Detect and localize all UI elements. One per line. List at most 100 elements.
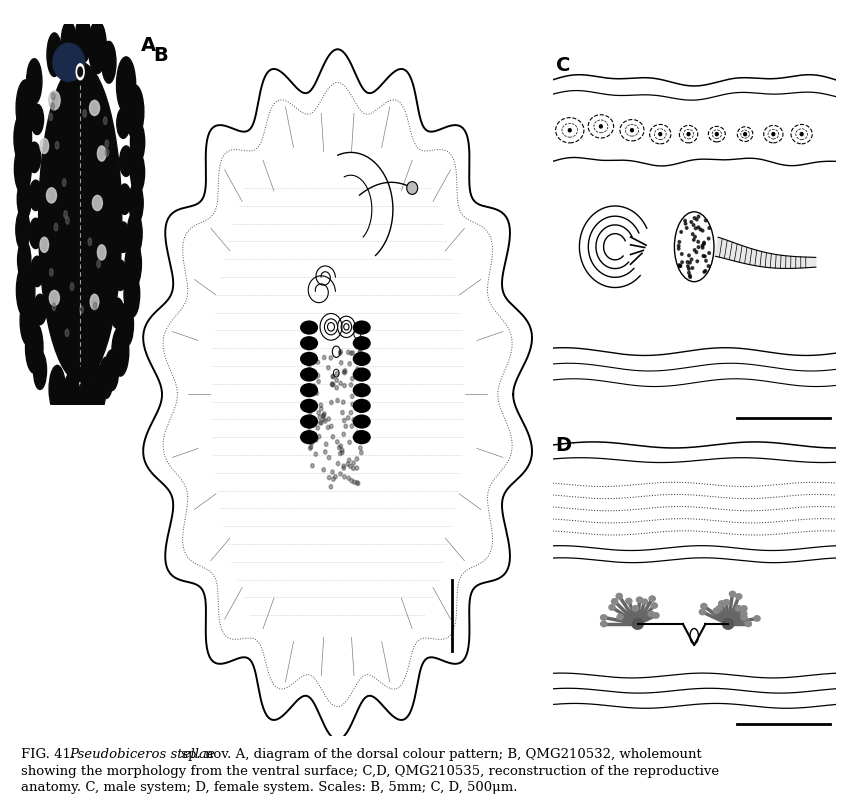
Ellipse shape: [97, 245, 106, 260]
Ellipse shape: [697, 226, 700, 229]
Ellipse shape: [659, 133, 662, 136]
Ellipse shape: [340, 451, 344, 455]
Ellipse shape: [116, 108, 130, 138]
Ellipse shape: [612, 599, 618, 604]
Ellipse shape: [46, 188, 57, 203]
Ellipse shape: [99, 358, 113, 399]
Ellipse shape: [92, 196, 102, 210]
Ellipse shape: [300, 400, 317, 413]
Ellipse shape: [707, 237, 710, 240]
Ellipse shape: [354, 353, 370, 366]
Ellipse shape: [705, 260, 707, 262]
Ellipse shape: [315, 391, 318, 396]
Ellipse shape: [351, 351, 354, 355]
Ellipse shape: [691, 233, 694, 235]
Ellipse shape: [705, 219, 707, 222]
Ellipse shape: [741, 606, 747, 611]
Ellipse shape: [754, 616, 760, 621]
Ellipse shape: [335, 386, 338, 390]
Ellipse shape: [330, 382, 334, 386]
Ellipse shape: [51, 103, 54, 110]
Ellipse shape: [350, 377, 354, 381]
Ellipse shape: [359, 409, 362, 413]
Ellipse shape: [49, 290, 59, 306]
Ellipse shape: [355, 367, 360, 371]
Ellipse shape: [687, 265, 690, 268]
Ellipse shape: [104, 117, 107, 125]
Ellipse shape: [722, 619, 733, 629]
Ellipse shape: [53, 43, 84, 81]
Ellipse shape: [338, 472, 342, 476]
Ellipse shape: [601, 615, 607, 621]
Ellipse shape: [352, 417, 355, 422]
Ellipse shape: [772, 133, 775, 136]
Ellipse shape: [309, 447, 312, 451]
Ellipse shape: [338, 351, 342, 355]
Ellipse shape: [332, 374, 335, 379]
Ellipse shape: [70, 283, 73, 290]
Ellipse shape: [352, 466, 355, 471]
Ellipse shape: [347, 350, 350, 354]
Ellipse shape: [354, 419, 358, 423]
Ellipse shape: [599, 125, 603, 128]
Ellipse shape: [322, 468, 326, 472]
Ellipse shape: [118, 184, 131, 214]
Ellipse shape: [601, 621, 607, 627]
Ellipse shape: [102, 41, 116, 83]
Ellipse shape: [125, 239, 142, 288]
Ellipse shape: [338, 451, 342, 455]
Ellipse shape: [695, 227, 697, 230]
Ellipse shape: [39, 62, 122, 382]
Ellipse shape: [327, 426, 330, 430]
Ellipse shape: [331, 434, 335, 439]
Ellipse shape: [343, 418, 346, 422]
Ellipse shape: [300, 368, 317, 381]
Ellipse shape: [79, 378, 93, 417]
Ellipse shape: [745, 621, 751, 627]
Ellipse shape: [62, 179, 66, 186]
Text: sp. nov. A, diagram of the dorsal colour pattern; B, QMG210532, wholemount: sp. nov. A, diagram of the dorsal colour…: [177, 748, 702, 761]
Ellipse shape: [347, 477, 350, 481]
Ellipse shape: [89, 20, 106, 74]
Ellipse shape: [332, 383, 335, 387]
Ellipse shape: [703, 270, 706, 273]
Ellipse shape: [339, 381, 343, 385]
Ellipse shape: [61, 21, 76, 66]
Ellipse shape: [616, 594, 622, 599]
Ellipse shape: [119, 303, 133, 346]
Ellipse shape: [697, 246, 700, 248]
Ellipse shape: [30, 180, 42, 210]
Ellipse shape: [736, 594, 742, 599]
Ellipse shape: [97, 146, 106, 161]
Ellipse shape: [355, 481, 359, 485]
Ellipse shape: [694, 248, 696, 252]
Ellipse shape: [131, 152, 144, 193]
Ellipse shape: [311, 374, 315, 378]
Ellipse shape: [316, 411, 321, 415]
Ellipse shape: [111, 298, 124, 328]
Ellipse shape: [50, 269, 53, 276]
Ellipse shape: [707, 265, 710, 268]
Ellipse shape: [741, 611, 747, 616]
Ellipse shape: [17, 179, 31, 220]
Ellipse shape: [335, 378, 338, 383]
Ellipse shape: [316, 379, 321, 383]
Ellipse shape: [120, 146, 133, 176]
Ellipse shape: [64, 210, 68, 218]
Ellipse shape: [349, 410, 353, 415]
Ellipse shape: [319, 403, 322, 407]
Ellipse shape: [124, 271, 140, 317]
Ellipse shape: [322, 355, 326, 360]
Ellipse shape: [338, 446, 341, 450]
Ellipse shape: [126, 85, 143, 138]
Ellipse shape: [329, 485, 333, 489]
Ellipse shape: [688, 268, 690, 270]
Ellipse shape: [329, 356, 333, 360]
Ellipse shape: [94, 303, 97, 310]
Ellipse shape: [695, 251, 698, 253]
Ellipse shape: [358, 388, 361, 392]
Ellipse shape: [340, 448, 344, 452]
Ellipse shape: [348, 458, 351, 463]
Text: A: A: [140, 36, 155, 55]
Ellipse shape: [636, 597, 642, 603]
